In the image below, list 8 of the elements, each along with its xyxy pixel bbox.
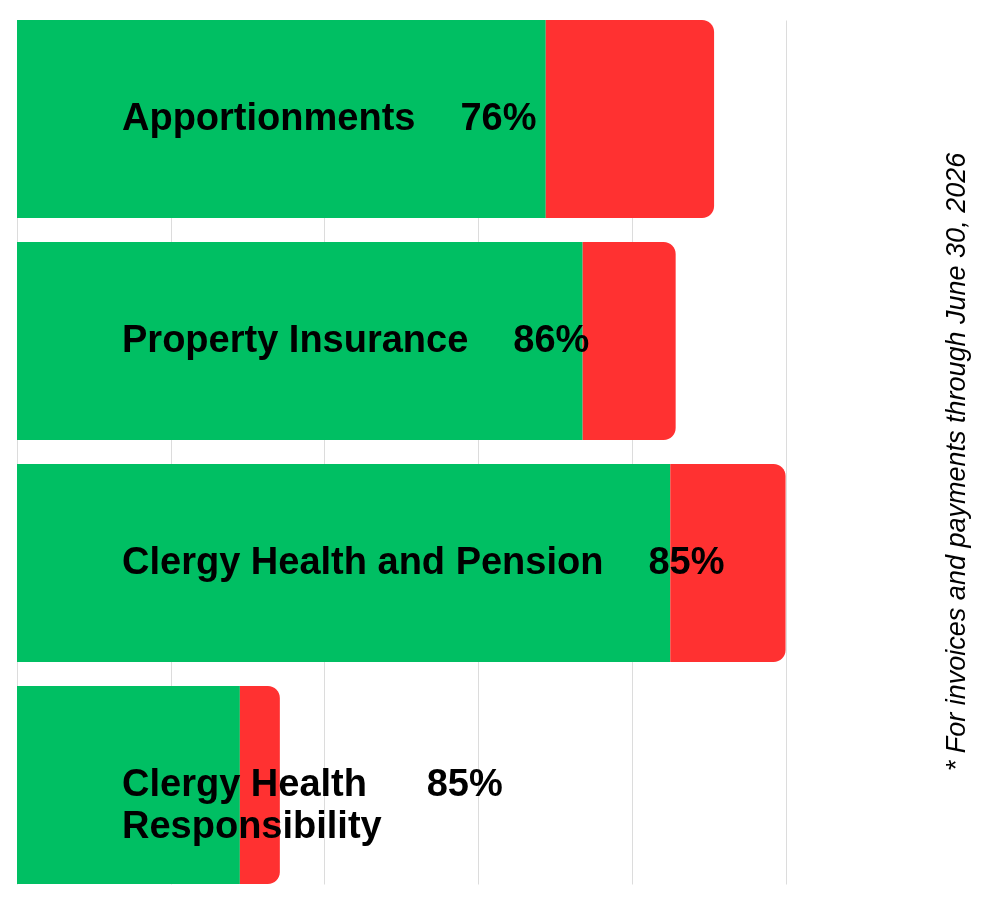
y-tick-label: Clergy Health and Pension (122, 540, 604, 582)
y-tick-label: Property Insurance (122, 318, 469, 360)
y-tick-label: Apportionments (122, 96, 416, 139)
bar (17, 20, 546, 219)
annotation: 76% (460, 96, 537, 139)
text: * For invoices and payments through June 30, 2026 (941, 151, 971, 772)
annotation: 85% (426, 761, 503, 804)
bar (545, 20, 715, 219)
